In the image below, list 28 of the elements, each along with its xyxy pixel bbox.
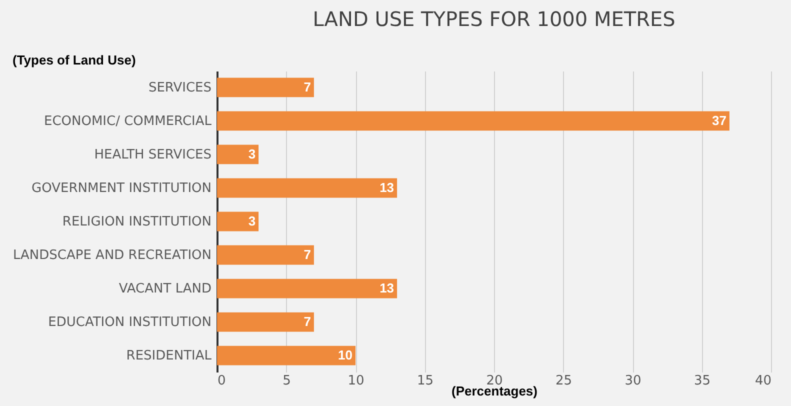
x-tick-label: 25 xyxy=(555,374,572,388)
y-axis-title: (Types of Land Use) xyxy=(12,52,136,68)
y-tick-label: EDUCATION INSTITUTION xyxy=(48,315,212,330)
y-tick-label: GOVERNMENT INSTITUTION xyxy=(32,180,212,196)
y-tick-label: ECONOMIC/ COMMERCIAL xyxy=(44,114,212,129)
data-label: 37 xyxy=(712,112,726,128)
data-label: 7 xyxy=(304,247,311,262)
data-label: 13 xyxy=(380,180,394,195)
data-label: 7 xyxy=(304,314,311,330)
data-label: 3 xyxy=(248,214,256,228)
x-tick-label: 35 xyxy=(694,374,711,388)
x-tick-label: 40 xyxy=(754,374,772,388)
data-label: 10 xyxy=(338,348,352,363)
data-label: 3 xyxy=(248,146,256,162)
x-tick-label: 15 xyxy=(416,374,434,388)
y-tick-label: SERVICES xyxy=(148,80,212,96)
data-label: 13 xyxy=(380,280,394,296)
x-tick-label: 0 xyxy=(218,374,226,388)
x-tick-label: 30 xyxy=(624,374,642,388)
y-tick-label: RESIDENTIAL xyxy=(126,348,212,364)
y-tick-label: VACANT LAND xyxy=(118,282,212,297)
data-label: 7 xyxy=(304,79,311,94)
y-tick-label: LANDSCAPE AND RECREATION xyxy=(12,248,212,264)
y-tick-label: RELIGION INSTITUTION xyxy=(62,214,212,230)
x-tick-label: 5 xyxy=(282,374,291,388)
chart-title: LAND USE TYPES FOR 1000 METRES xyxy=(312,7,676,31)
x-tick-label: 10 xyxy=(348,374,364,388)
y-tick-label: HEALTH SERVICES xyxy=(94,147,212,162)
